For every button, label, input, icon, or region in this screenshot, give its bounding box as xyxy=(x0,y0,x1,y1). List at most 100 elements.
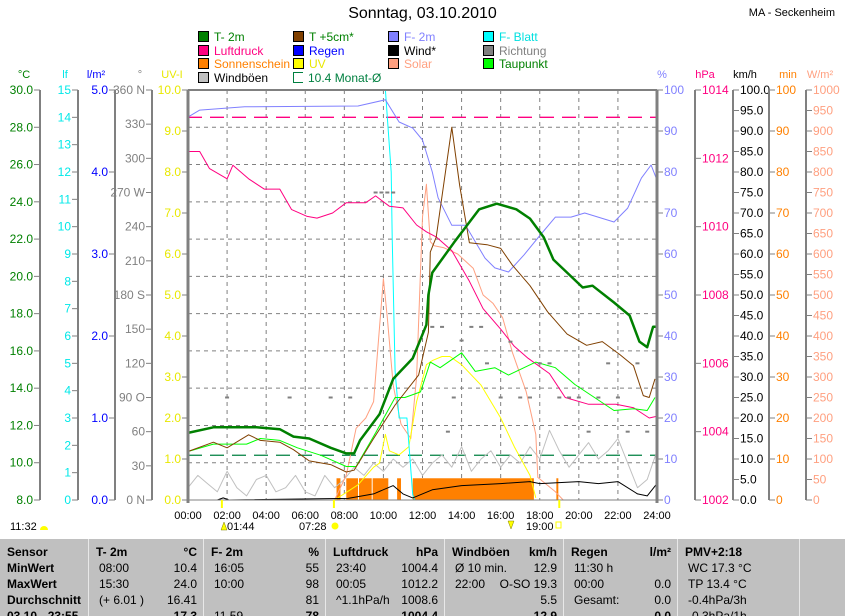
table-cell: TP 13.4 °C xyxy=(688,577,747,591)
axis-tick-label: 22.0 xyxy=(10,232,34,246)
x-tick-label: 18:00 xyxy=(526,510,554,522)
legend-swatch xyxy=(388,44,399,56)
table-cell-value: 10.4 xyxy=(173,561,197,575)
axis-tick-label: 3.0 xyxy=(91,247,108,261)
legend-label: 10.4 Monat-Ø xyxy=(308,70,382,85)
table-cell-value: 1004.4 xyxy=(401,609,438,616)
table-cell-value: 24.0 xyxy=(173,577,197,591)
axis-tick-label: 55.0 xyxy=(740,268,764,282)
table-cell: 23:40 xyxy=(336,561,367,575)
axis-tick-label: 100 xyxy=(664,83,684,97)
direction-dot xyxy=(537,362,542,365)
moonset-icon xyxy=(555,521,562,529)
column-unit: hPa xyxy=(415,545,438,559)
axis-tick-label: 0 xyxy=(776,493,783,507)
axis-tick-label: 950 xyxy=(813,104,833,118)
axis-tick-label: 6.0 xyxy=(164,247,181,261)
series-f-blatt xyxy=(188,89,657,501)
table-column: Windböen km/h Ø 10 min. 12.9 22:00 O-SO 19.3 5… xyxy=(444,539,563,616)
table-cell-value: 78 xyxy=(305,609,319,616)
axis-tick-label: 2.0 xyxy=(91,329,108,343)
direction-dot xyxy=(469,325,474,328)
legend-item: T +5cm* xyxy=(293,31,354,44)
legend-label: T- 2m xyxy=(214,30,245,44)
direction-dot xyxy=(527,396,532,399)
axis-tick-label: 4 xyxy=(64,384,71,398)
legend-label: T +5cm* xyxy=(309,30,354,44)
axis-unit-min: min xyxy=(779,69,797,81)
table-cell: 00:05 xyxy=(336,577,367,591)
axis-tick-label: 120 xyxy=(125,356,145,370)
axis-tick-label: 20.0 xyxy=(740,411,764,425)
axis-tick-label: 8.0 xyxy=(164,165,181,179)
x-tick-label: 08:00 xyxy=(331,510,359,522)
axis-unit-deg: ° xyxy=(138,69,142,81)
axis-tick-label: 2.0 xyxy=(164,411,181,425)
axis-tick-label: 90 O xyxy=(119,391,145,405)
direction-dot xyxy=(606,362,611,365)
table-cell-value: 5.5 xyxy=(540,593,557,607)
weather-chart: °C8.010.012.014.016.018.020.022.024.026.… xyxy=(10,69,840,533)
legend-swatch xyxy=(198,44,209,56)
table-cell-value: 0.0 xyxy=(654,593,671,607)
axis-tick-label: 360 N xyxy=(113,83,145,97)
axis-tick-label: 1004 xyxy=(702,425,729,439)
axis-tick-label: 9.0 xyxy=(164,124,181,138)
axis-tick-label: 0.0 xyxy=(740,493,757,507)
table-cell-value: 12.9 xyxy=(533,609,557,616)
x-tick-label: 04:00 xyxy=(252,510,280,522)
axis-unit-hpa: hPa xyxy=(695,69,715,81)
sunshine-bar xyxy=(397,478,402,500)
moonrise-arrow-icon xyxy=(220,521,228,531)
axis-tick-label: 12 xyxy=(58,165,72,179)
legend-swatch xyxy=(388,58,399,69)
direction-dot xyxy=(451,396,456,399)
axis-tick-label: 100 xyxy=(776,83,796,97)
series-solar xyxy=(188,183,657,501)
axis-tick-label: 0 xyxy=(664,493,671,507)
axis-unit-uv: UV-I xyxy=(161,69,182,81)
axis-tick-label: 750 xyxy=(813,186,833,200)
axis-tick-label: 40 xyxy=(776,329,790,343)
column-unit: l/m² xyxy=(649,545,671,559)
table-column: Luftdruck hPa 23:40 1004.4 00:05 1012.2 ^1.1hP… xyxy=(325,539,444,616)
table-cell: 08:00 xyxy=(99,561,130,575)
axis-tick-label: 30 xyxy=(132,459,146,473)
column-unit: °C xyxy=(183,545,197,559)
direction-dot xyxy=(615,396,620,399)
table-cell-value: 16.41 xyxy=(166,593,197,607)
axis-tick-label: 5.0 xyxy=(91,83,108,97)
legend-item: T- 2m xyxy=(198,31,245,44)
axis-tick-label: 180 S xyxy=(114,288,145,302)
legend-label: Taupunkt xyxy=(499,57,548,71)
axis-tick-label: 150 xyxy=(125,322,145,336)
table-cell-value: 0.0 xyxy=(654,577,671,591)
direction-dot xyxy=(445,430,450,433)
axis-tick-label: 0.0 xyxy=(91,493,108,507)
axis-tick-label: 10.0 xyxy=(158,83,182,97)
direction-dot xyxy=(645,430,650,433)
table-cell: 15:30 xyxy=(99,577,130,591)
legend-item: Regen xyxy=(293,44,344,58)
table-cell: 16:05 xyxy=(214,561,245,575)
axis-tick-label: 800 xyxy=(813,165,833,179)
x-tick-label: 24:00 xyxy=(643,510,671,522)
axis-tick-label: 200 xyxy=(813,411,833,425)
legend-swatch xyxy=(293,31,304,42)
axis-tick-label: 12.0 xyxy=(10,418,34,432)
series-t-2m xyxy=(187,202,657,455)
axis-tick-label: 14.0 xyxy=(10,381,34,395)
direction-dot xyxy=(430,325,435,328)
axis-tick-label: 0 N xyxy=(126,493,145,507)
axis-tick-label: 40.0 xyxy=(740,329,764,343)
axis-tick-label: 25.0 xyxy=(740,391,764,405)
axis-tick-label: 35.0 xyxy=(740,350,764,364)
legend-swatch xyxy=(293,58,304,69)
table-cell: (+ 6.01 ) xyxy=(99,593,145,607)
axis-tick-label: 26.0 xyxy=(10,158,34,172)
series-taupunkt xyxy=(187,352,656,467)
legend-item: F- Blatt xyxy=(483,31,538,44)
axis-tick-label: 75.0 xyxy=(740,186,764,200)
direction-dot xyxy=(440,325,445,328)
column-header: PMV+2:18 xyxy=(685,545,743,559)
